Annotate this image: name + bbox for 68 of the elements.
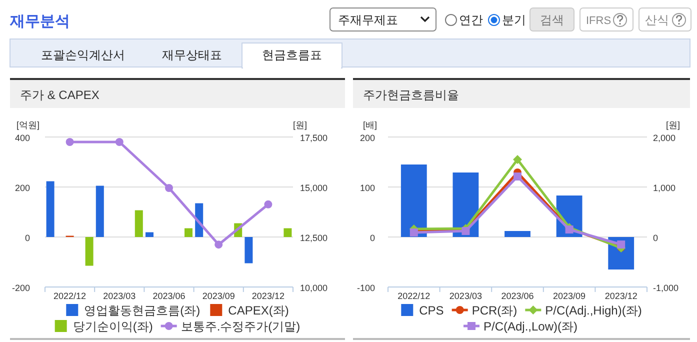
legend-label: PCR(좌) [472, 304, 518, 318]
bar [46, 181, 54, 237]
y-tick-label: 0 [370, 233, 375, 243]
x-tick-label: 2023/12 [252, 291, 284, 301]
bar [85, 237, 94, 266]
y2-tick-label: -1,000 [653, 283, 679, 293]
point [165, 184, 173, 192]
y2-tick-label: 2,000 [653, 133, 676, 143]
bar [96, 186, 104, 237]
point [514, 172, 522, 180]
y2-axis-title: [원] [292, 120, 308, 130]
y-tick-label: 200 [360, 133, 375, 143]
text: 주재무제표 [338, 13, 398, 27]
legend-label: CPS [419, 304, 444, 318]
y-tick-label: -100 [356, 283, 375, 293]
legend-label: 보통주.수정주가(기말) [180, 320, 300, 334]
bar [244, 237, 253, 264]
y2-tick-label: 10,000 [300, 283, 328, 293]
y-tick-label: 200 [14, 183, 30, 193]
legend-label: P/C(Adj.,High)(좌) [545, 304, 642, 318]
text: 재무상태표 [162, 48, 222, 62]
point [115, 138, 124, 146]
x-tick-label: 2022/12 [54, 291, 86, 301]
y2-axis-title: [원] [666, 120, 680, 130]
legend-label: 당기순이익(좌) [72, 320, 153, 334]
text: 검색 [540, 13, 564, 27]
y-tick-label: 0 [24, 233, 30, 243]
point [264, 200, 272, 208]
bar [134, 210, 143, 237]
x-tick-label: 2023/03 [449, 291, 482, 301]
y-tick-label: 400 [14, 133, 30, 143]
text: IFRS [586, 15, 612, 27]
x-tick-label: 2023/09 [553, 291, 586, 301]
point [617, 240, 626, 248]
point [66, 138, 74, 146]
y-axis-title: [배] [362, 120, 378, 130]
text: 분기 [502, 13, 526, 27]
bar [400, 164, 427, 237]
text: 현금흐름표 [262, 48, 322, 62]
text: 포괄손익계산서 [41, 48, 125, 62]
bar [504, 231, 530, 237]
point [214, 240, 223, 249]
y2-tick-label: 0 [653, 233, 658, 243]
text: 산식 [645, 13, 669, 27]
y2-tick-label: 15,000 [300, 183, 328, 193]
text: 연간 [459, 13, 483, 27]
bar [284, 228, 292, 237]
bar [146, 232, 154, 237]
chart-title: 주가현금흐름비율 [363, 88, 459, 102]
y2-tick-label: 1,000 [653, 183, 676, 193]
legend-label: CAPEX(좌) [228, 304, 289, 318]
point [513, 155, 522, 164]
x-tick-label: 2023/09 [202, 291, 235, 301]
y-tick-label: 100 [360, 183, 375, 193]
x-tick-label: 2023/03 [103, 291, 136, 301]
x-tick-label: 2022/12 [398, 291, 430, 301]
y2-tick-label: 12,500 [300, 233, 328, 243]
bar [184, 228, 192, 237]
x-tick-label: 2023/12 [604, 291, 638, 301]
x-tick-label: 2023/06 [501, 291, 534, 301]
y-tick-label: -200 [12, 283, 30, 293]
x-tick-label: 2023/06 [152, 291, 186, 301]
chart-title: 주가 & CAPEX [20, 88, 100, 102]
y2-tick-label: 17,500 [300, 133, 328, 143]
text: 재무분석 [9, 13, 70, 30]
legend-label: 영업활동현금흐름(좌) [84, 304, 200, 318]
legend-label: P/C(Adj.,Low)(좌) [483, 320, 578, 334]
y-axis-title: [억원] [16, 120, 40, 130]
